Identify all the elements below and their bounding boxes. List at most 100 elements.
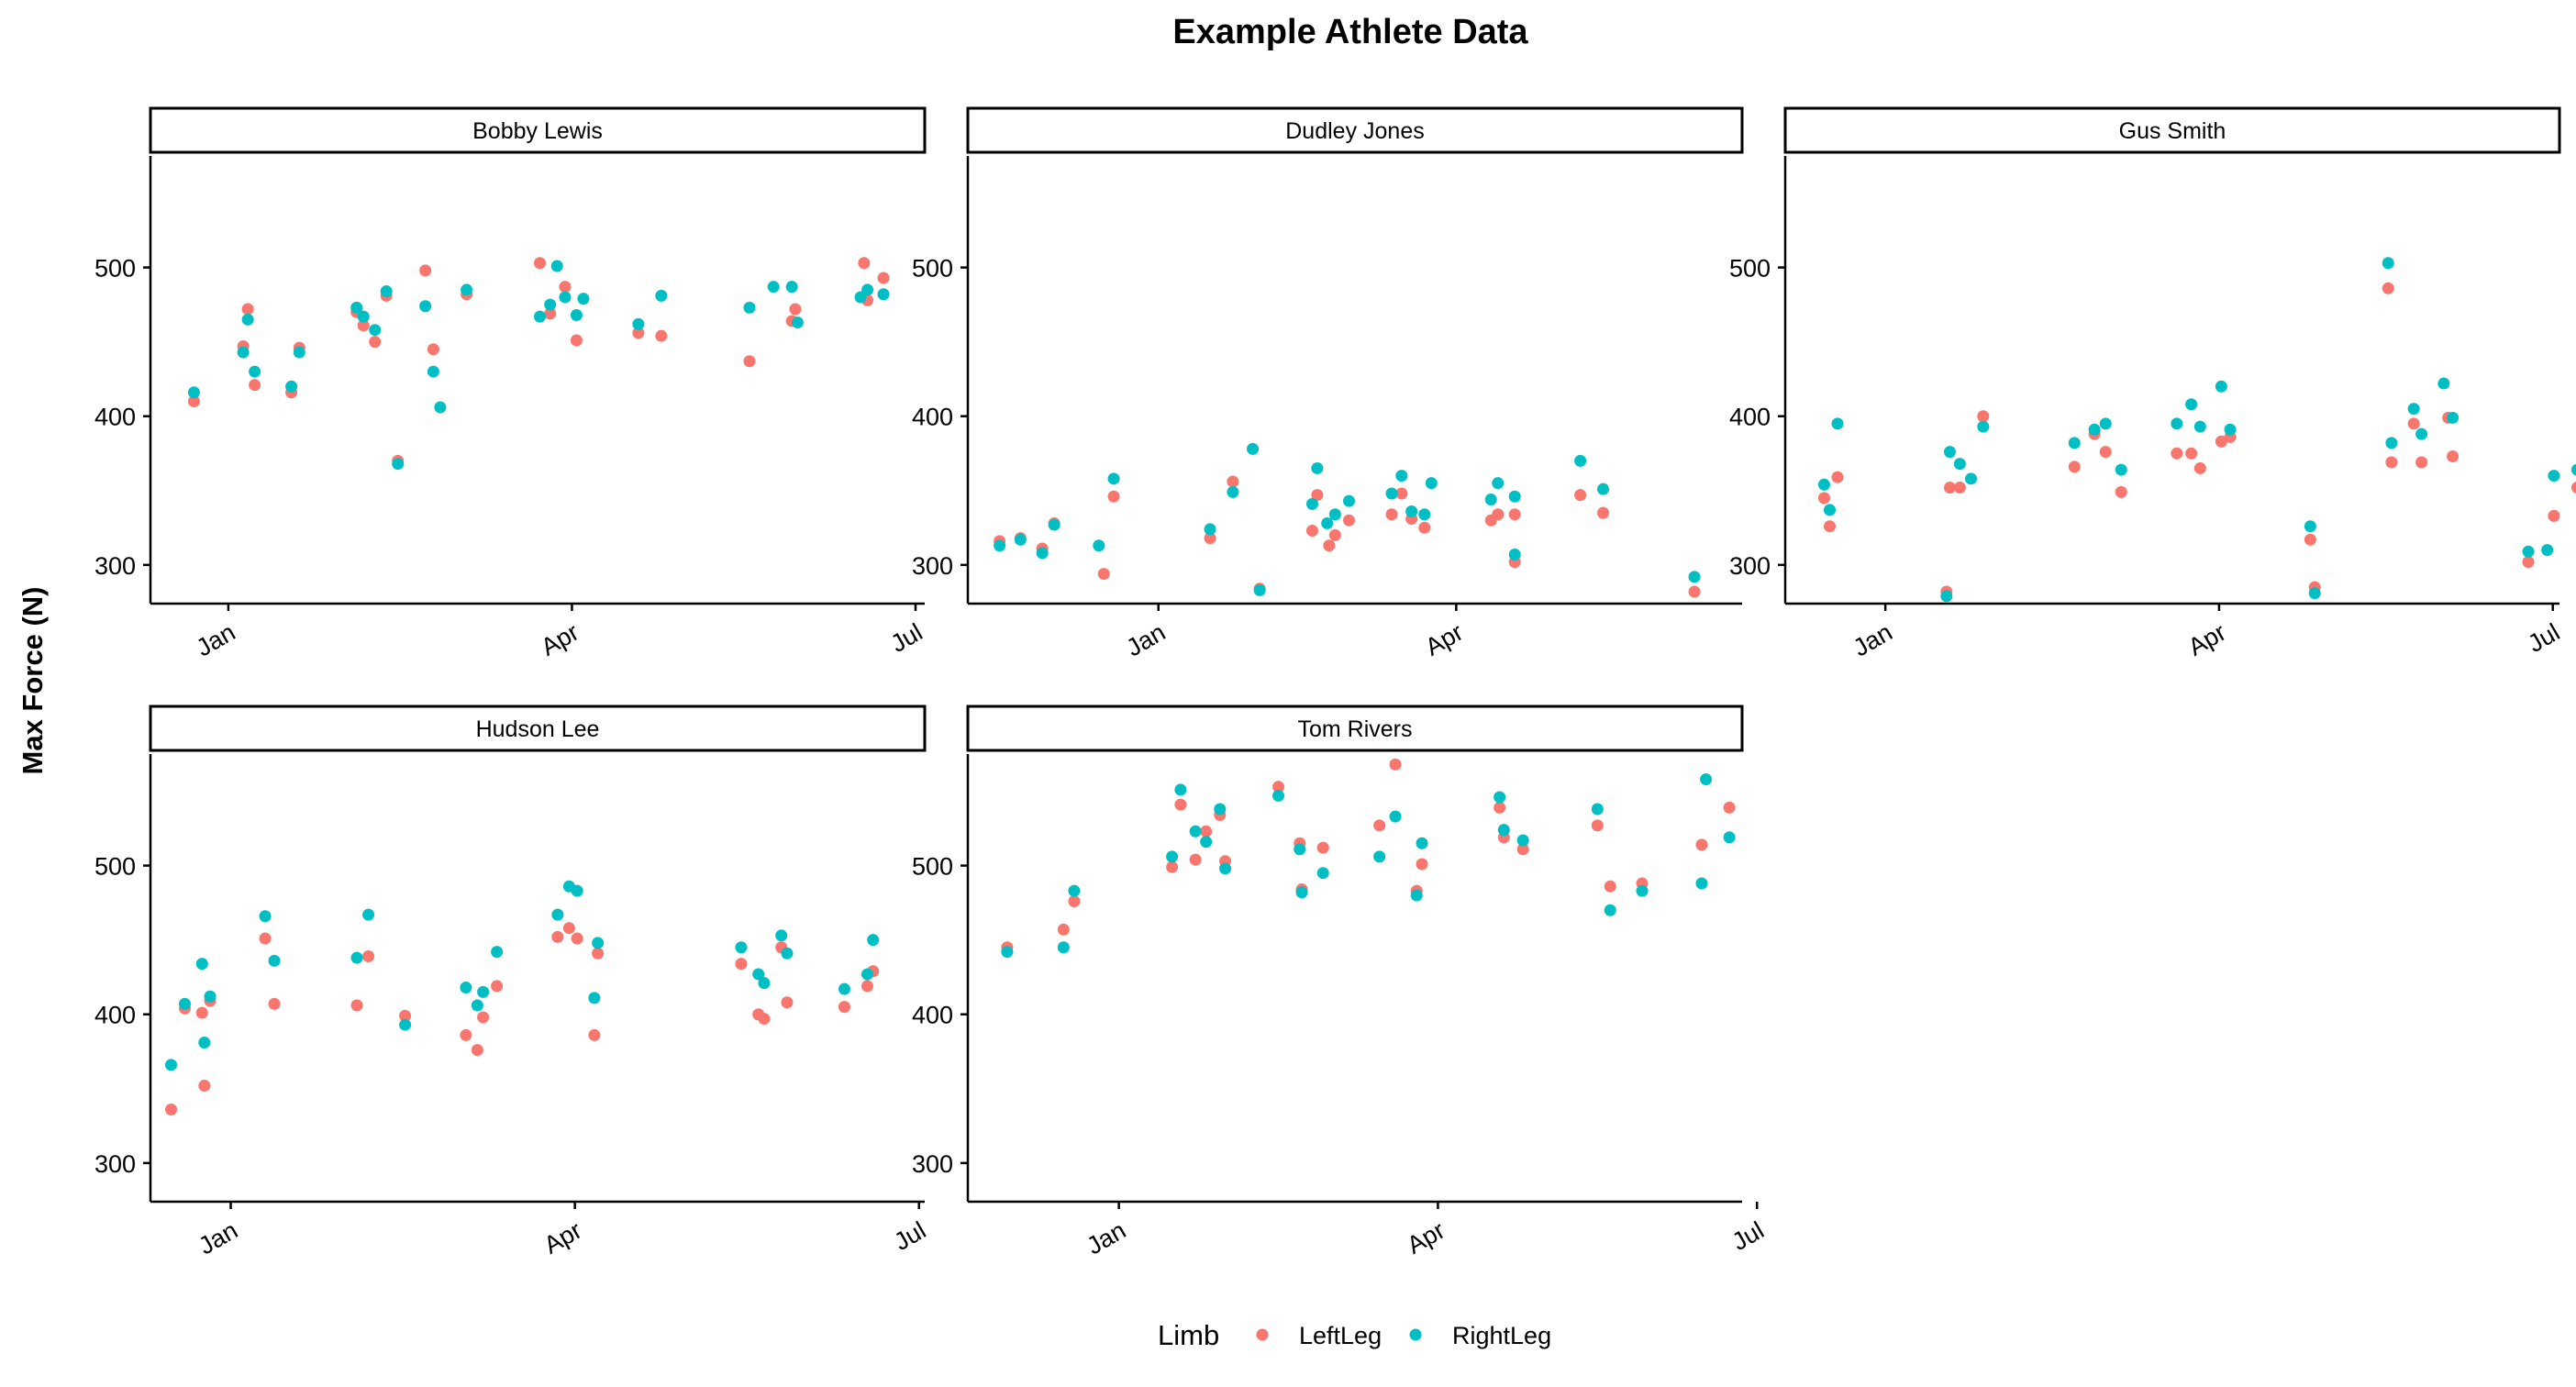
y-tick-label: 500: [1729, 255, 1771, 283]
point-rightleg: [1493, 791, 1506, 804]
point-rightleg: [1484, 494, 1497, 506]
point-rightleg: [491, 946, 504, 959]
point-leftleg: [1389, 758, 1402, 771]
point-rightleg: [471, 999, 483, 1012]
y-tick-label: 400: [1729, 404, 1771, 431]
point-leftleg: [551, 930, 564, 943]
point-leftleg: [1395, 487, 1408, 500]
point-leftleg: [858, 257, 871, 270]
point-leftleg: [491, 980, 504, 993]
point-leftleg: [735, 958, 748, 971]
facet-strip-label: Gus Smith: [2119, 118, 2226, 144]
point-rightleg: [204, 990, 217, 1003]
point-leftleg: [1574, 489, 1587, 502]
point-rightleg: [1508, 548, 1521, 560]
point-leftleg: [1418, 521, 1431, 534]
point-leftleg: [2522, 556, 2535, 569]
point-rightleg: [198, 1037, 211, 1049]
point-leftleg: [259, 932, 272, 945]
point-leftleg: [2099, 446, 2112, 459]
point-leftleg: [477, 1011, 490, 1024]
point-rightleg: [1036, 547, 1049, 560]
facet-strip: [966, 705, 1744, 752]
point-rightleg: [743, 301, 756, 314]
point-rightleg: [1574, 454, 1587, 467]
point-leftleg: [1977, 410, 1990, 423]
point-rightleg: [1219, 862, 1232, 875]
point-rightleg: [632, 317, 645, 330]
point-rightleg: [1294, 843, 1306, 856]
point-leftleg: [198, 1080, 211, 1093]
facet-strip-label: Dudley Jones: [1285, 118, 1424, 144]
point-rightleg: [2548, 470, 2560, 483]
point-rightleg: [1311, 461, 1324, 474]
point-rightleg: [2447, 411, 2459, 424]
point-leftleg: [241, 303, 254, 316]
point-rightleg: [165, 1059, 178, 1071]
point-rightleg: [1385, 487, 1398, 500]
point-leftleg: [1174, 798, 1187, 811]
point-leftleg: [789, 303, 802, 316]
y-tick-label: 300: [94, 552, 136, 580]
point-rightleg: [785, 281, 798, 294]
point-leftleg: [2570, 482, 2576, 494]
legend-label-rightleg: RightLeg: [1452, 1322, 1551, 1349]
point-rightleg: [1977, 420, 1990, 433]
point-leftleg: [1068, 895, 1081, 908]
point-leftleg: [399, 1009, 412, 1022]
point-leftleg: [571, 932, 583, 945]
point-leftleg: [1316, 841, 1329, 854]
point-rightleg: [1174, 783, 1187, 796]
point-rightleg: [399, 1018, 412, 1031]
point-leftleg: [427, 343, 439, 356]
point-leftleg: [544, 307, 557, 320]
point-rightleg: [1389, 810, 1402, 823]
point-rightleg: [1014, 533, 1027, 546]
point-rightleg: [867, 934, 880, 947]
point-rightleg: [1321, 516, 1334, 529]
x-tick-label: Jan: [192, 618, 240, 662]
y-tick-label: 500: [94, 255, 136, 283]
x-tick-label: Jan: [1083, 1216, 1131, 1260]
point-rightleg: [268, 954, 281, 967]
point-leftleg: [1328, 528, 1341, 541]
point-rightleg: [259, 910, 272, 923]
point-rightleg: [2088, 423, 2101, 436]
y-tick-label: 400: [912, 404, 953, 431]
point-leftleg: [249, 379, 261, 392]
point-rightleg: [195, 958, 208, 971]
point-rightleg: [369, 324, 382, 337]
y-tick-label: 300: [912, 552, 953, 580]
y-tick-label: 500: [912, 255, 953, 283]
point-leftleg: [2415, 456, 2428, 469]
legend-label-leftleg: LeftLeg: [1299, 1322, 1382, 1349]
point-leftleg: [861, 980, 873, 993]
point-rightleg: [434, 401, 447, 414]
point-rightleg: [1107, 472, 1120, 485]
point-leftleg: [781, 996, 794, 1009]
legend-title: Limb: [1158, 1319, 1219, 1351]
point-leftleg: [1097, 568, 1110, 581]
point-leftleg: [1323, 539, 1336, 552]
point-leftleg: [362, 949, 375, 962]
x-tick-label: Jan: [194, 1216, 242, 1260]
point-leftleg: [1817, 492, 1830, 505]
point-rightleg: [2522, 545, 2535, 558]
point-leftleg: [1953, 482, 1966, 494]
point-rightleg: [477, 985, 490, 998]
point-leftleg: [2068, 460, 2081, 473]
point-rightleg: [1817, 478, 1830, 491]
point-rightleg: [571, 884, 583, 897]
point-leftleg: [758, 1013, 771, 1026]
point-rightleg: [2415, 427, 2428, 440]
point-rightleg: [1953, 458, 1966, 471]
point-rightleg: [1416, 837, 1428, 849]
point-rightleg: [1723, 831, 1736, 844]
legend-key-leftleg: [1256, 1328, 1269, 1341]
point-leftleg: [419, 264, 432, 277]
legend-key-rightleg: [1409, 1328, 1422, 1341]
point-leftleg: [1204, 532, 1216, 545]
point-rightleg: [1204, 523, 1216, 536]
point-rightleg: [758, 977, 771, 990]
